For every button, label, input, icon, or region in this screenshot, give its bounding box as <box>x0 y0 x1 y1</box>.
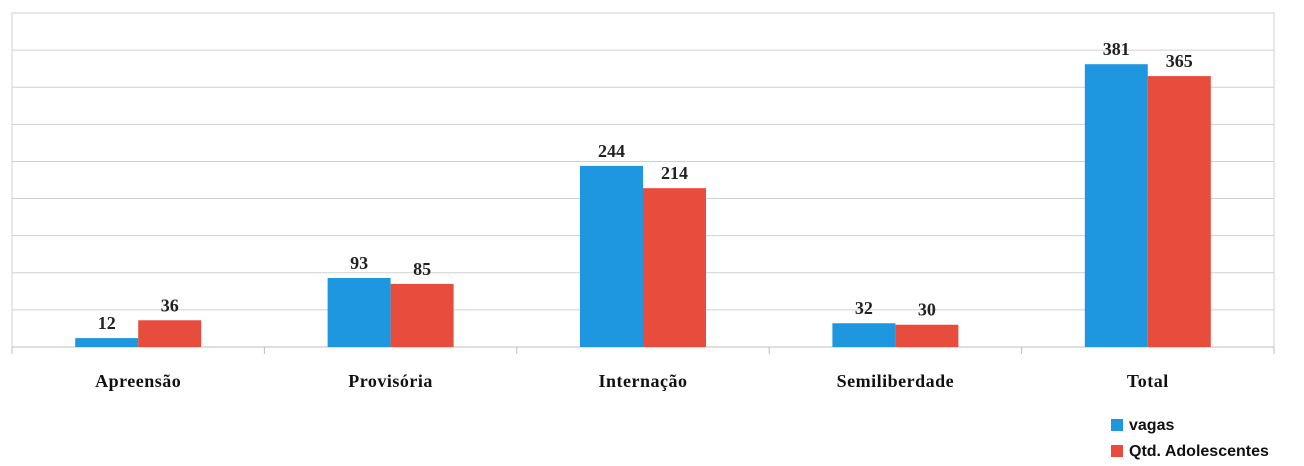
data-label: 85 <box>413 259 431 279</box>
bar-vagas <box>832 323 896 347</box>
bar-qtd-adolescentes <box>1147 76 1211 347</box>
data-label: 365 <box>1166 51 1193 71</box>
bar-qtd-adolescentes <box>895 324 959 347</box>
data-label: 12 <box>98 313 116 333</box>
bar-qtd-adolescentes <box>138 320 202 347</box>
data-label: 32 <box>855 298 873 318</box>
legend-label-vagas: vagas <box>1129 417 1174 434</box>
data-label: 381 <box>1103 39 1130 59</box>
bar-qtd-adolescentes <box>643 188 706 347</box>
legend-swatch-vagas <box>1111 419 1123 431</box>
data-label: 93 <box>350 253 368 273</box>
bar-qtd-adolescentes <box>390 283 454 347</box>
bar-vagas <box>75 338 139 347</box>
legend-swatch-qtd-adolescentes <box>1111 445 1123 457</box>
category-label: Provisória <box>348 371 433 391</box>
bar-vagas <box>1084 64 1148 348</box>
bar-vagas <box>327 277 391 347</box>
data-label: 244 <box>598 141 625 161</box>
category-label: Internação <box>599 371 688 391</box>
bar-vagas <box>580 165 643 347</box>
data-label: 30 <box>918 300 936 320</box>
category-label: Apreensão <box>95 371 181 391</box>
legend-label-qtd-adolescentes: Qtd. Adolescentes <box>1129 443 1269 460</box>
category-label: Total <box>1127 371 1169 391</box>
data-label: 36 <box>161 295 179 315</box>
data-label: 214 <box>661 163 688 183</box>
category-label: Semiliberdade <box>837 371 955 391</box>
